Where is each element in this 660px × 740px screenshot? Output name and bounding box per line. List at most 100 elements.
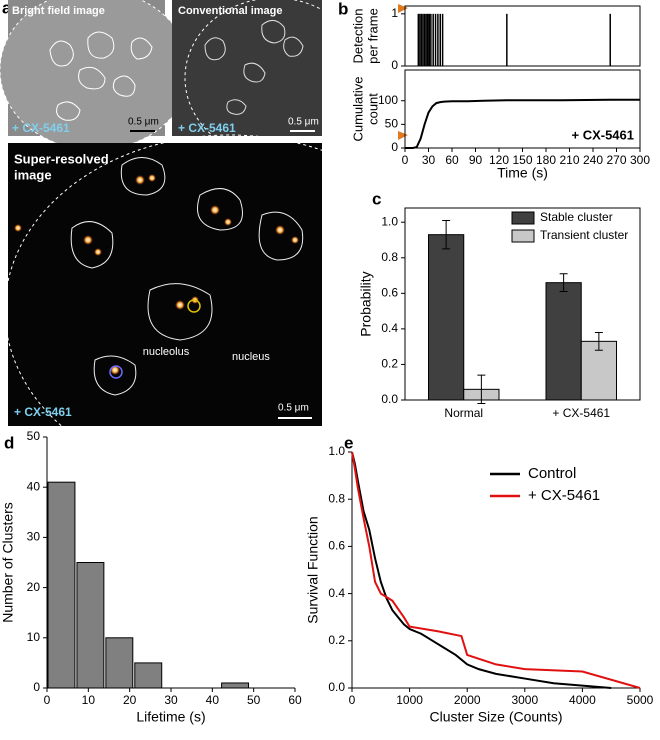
x-tick-label: 5000	[627, 693, 654, 707]
x-axis-label: Lifetime (s)	[136, 709, 205, 725]
y-tick-label: 0	[33, 680, 40, 694]
y-axis-label: Detection	[350, 9, 365, 64]
bar	[428, 234, 465, 401]
x-tick-label: 60	[288, 693, 302, 707]
legend-label: Stable cluster	[540, 210, 613, 224]
x-tick-label: 4000	[569, 693, 596, 707]
bar	[105, 637, 134, 689]
charts	[398, 4, 408, 140]
plot-frame	[404, 5, 641, 67]
error-bar	[559, 273, 568, 293]
bar	[580, 340, 617, 401]
y-tick-label: 0.8	[328, 491, 345, 505]
data-line	[351, 451, 612, 689]
scale-label: 0.5 μm	[288, 117, 319, 128]
x-tick-label: 10	[82, 693, 96, 707]
y-tick-label: 0.4	[328, 586, 345, 600]
x-axis-label: Cluster Size (Counts)	[429, 709, 562, 725]
y-tick-label: 30	[27, 530, 41, 544]
x-tick-label: 20	[123, 693, 137, 707]
bar	[134, 662, 163, 689]
bar	[545, 282, 582, 401]
legend-label: + CX-5461	[528, 487, 600, 504]
image-label: Bright field image	[12, 5, 105, 17]
scale-label: 0.5 μm	[278, 403, 309, 414]
y-tick-label: 20	[27, 580, 41, 594]
x-tick-label: 30	[164, 693, 178, 707]
y-tick-label: 0	[391, 140, 398, 154]
x-axis-label: Time (s)	[497, 165, 548, 181]
data-line	[405, 98, 640, 149]
bar	[76, 562, 105, 689]
x-tick-label: 30	[422, 153, 436, 167]
localization-spots	[14, 174, 299, 375]
x-tick-label: 90	[469, 153, 483, 167]
highlight-circle	[109, 365, 123, 379]
conventional-image	[172, 0, 322, 136]
x-tick-label: 210	[559, 153, 579, 167]
legend-label: Transient cluster	[540, 228, 628, 242]
y-tick-label: 0.2	[381, 357, 398, 371]
x-tick-label: 40	[206, 693, 220, 707]
nucleolus-label: nucleolus	[143, 346, 190, 358]
y-axis-label: count	[365, 93, 380, 125]
x-tick-label: 180	[536, 153, 556, 167]
start-markers	[398, 4, 408, 140]
image-label: image	[14, 167, 52, 182]
panel-letter: d	[4, 433, 14, 452]
error-bar	[442, 219, 451, 250]
nucleus-label: nucleus	[232, 351, 270, 363]
treatment-label: + CX-5461	[178, 121, 236, 135]
annotation: + CX-5461	[571, 127, 634, 142]
y-tick-label: 0.8	[381, 250, 398, 264]
x-tick-label: Normal	[444, 406, 483, 420]
x-tick-label: 240	[583, 153, 603, 167]
y-tick-label: 1.0	[381, 214, 398, 228]
highlight-circle	[187, 299, 201, 313]
nucleolus-outlines	[49, 31, 153, 121]
error-bar	[477, 374, 486, 405]
y-tick-label: 0.2	[328, 633, 345, 647]
data-line	[351, 451, 641, 689]
x-tick-label: 150	[512, 153, 532, 167]
y-tick-label: 0.6	[328, 539, 345, 553]
plot-frame	[404, 207, 641, 401]
x-tick-label: + CX-5461	[552, 406, 610, 420]
y-tick-label: 50	[385, 117, 399, 131]
x-tick-label: 300	[630, 153, 650, 167]
panel-letter: a	[2, 0, 12, 17]
y-tick-label: 0.0	[328, 680, 345, 694]
x-tick-label: 270	[606, 153, 626, 167]
y-axis-label: per frame	[365, 8, 380, 64]
y-tick-label: 0.6	[381, 286, 398, 300]
x-tick-label: 2000	[454, 693, 481, 707]
y-axis-label: Survival Function	[305, 516, 321, 623]
x-tick-label: 0	[349, 693, 356, 707]
y-tick-label: 40	[27, 479, 41, 493]
legend-label: Control	[528, 465, 576, 482]
image-label: Super-resolved	[14, 151, 109, 166]
y-tick-label: 0	[391, 58, 398, 72]
legend-swatch	[511, 229, 535, 243]
y-tick-label: 1.0	[328, 444, 345, 458]
bar	[47, 481, 76, 689]
treatment-label: + CX-5461	[14, 405, 72, 419]
y-axis-label: Number of Clusters	[0, 502, 16, 623]
error-bar	[594, 331, 603, 351]
y-tick-label: 0.4	[381, 321, 398, 335]
panel-a: a Bright field image + CX-5461 0.5 μm Co…	[0, 0, 456, 486]
panel-letter: e	[344, 433, 353, 452]
y-tick-label: 0.0	[381, 392, 398, 406]
y-axis-label: Probability	[358, 271, 374, 336]
x-tick-label: 1000	[396, 693, 423, 707]
x-tick-label: 120	[489, 153, 509, 167]
scale-label: 0.5 μm	[128, 117, 159, 128]
x-tick-label: 0	[402, 153, 409, 167]
bar	[221, 682, 250, 689]
nucleolus-outlines	[70, 157, 304, 396]
panel-letter: c	[372, 189, 381, 208]
nucleolus-outlines	[204, 20, 304, 115]
legend-swatch	[511, 211, 535, 225]
y-tick-label: 50	[27, 429, 41, 443]
